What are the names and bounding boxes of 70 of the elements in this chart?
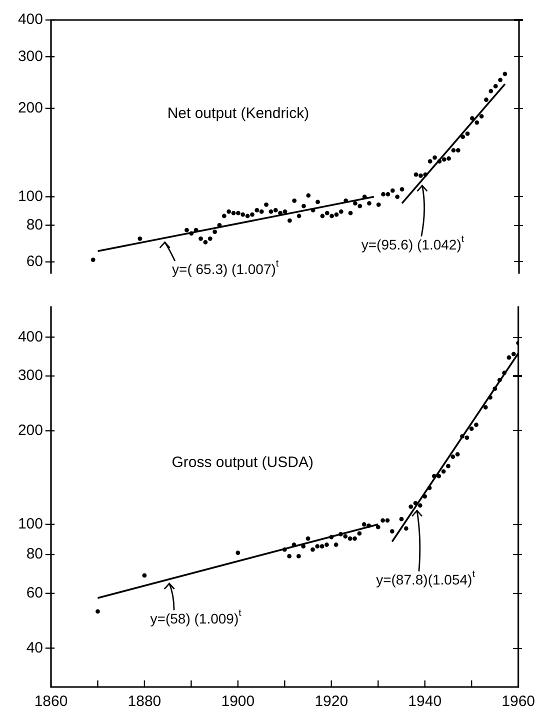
point [446,464,450,468]
point [366,524,371,528]
point [460,434,464,438]
point [408,504,414,509]
text: Net output (Kendrick) [167,104,310,122]
point [343,534,348,539]
y-tick-label: 300 [18,48,43,65]
point [338,532,343,536]
point [427,486,432,490]
point [380,518,385,523]
point [385,518,390,523]
point [404,526,408,531]
point [506,355,512,360]
point [142,573,147,578]
point [376,524,380,530]
x-tick-label: 1960 [502,693,536,710]
point [96,609,100,614]
point [488,395,492,400]
x-tick-label: 1880 [128,693,162,710]
point [422,494,428,499]
y-tick-label: 100 [18,516,43,533]
point [511,352,516,356]
point [362,522,366,527]
point [502,370,506,376]
y-tick-label: 60 [26,584,43,602]
x-tick-label: 1860 [34,693,68,710]
point [320,544,324,549]
point [441,469,446,474]
y-tick-label: 200 [18,100,43,117]
point [296,554,301,558]
point [352,536,357,541]
point [469,426,474,431]
point [455,452,460,457]
y-tick-label: 40 [26,639,43,656]
x-tick-label: 1940 [408,693,442,710]
point [432,474,436,478]
x-tick-label: 1920 [314,693,348,710]
point [282,547,287,552]
point [324,542,329,547]
point [315,544,320,549]
text: Gross output (USDA) [172,454,314,471]
point [483,405,488,410]
point [497,378,502,382]
point [348,536,352,541]
point [418,503,422,508]
y-tick-label: 300 [18,367,43,384]
point [399,516,404,522]
point [287,554,292,558]
point [474,422,478,428]
y-tick-label: 80 [26,546,43,563]
point [436,474,442,478]
point [450,454,456,459]
y-tick-label: 60 [26,253,43,270]
point [301,544,306,549]
y-tick-label: 400 [18,11,43,28]
y-tick-label: 100 [18,188,43,205]
point [310,547,315,552]
point [306,536,310,541]
point [329,534,334,540]
point [390,529,394,534]
point [236,550,240,556]
point [334,542,338,547]
y-tick-label: 200 [18,422,43,439]
point [357,531,362,536]
y-tick-label: 400 [18,328,43,346]
x-tick-label: 1900 [221,693,255,710]
point [413,500,418,506]
point [464,435,470,440]
y-tick-label: 80 [26,216,43,234]
point [492,386,498,391]
